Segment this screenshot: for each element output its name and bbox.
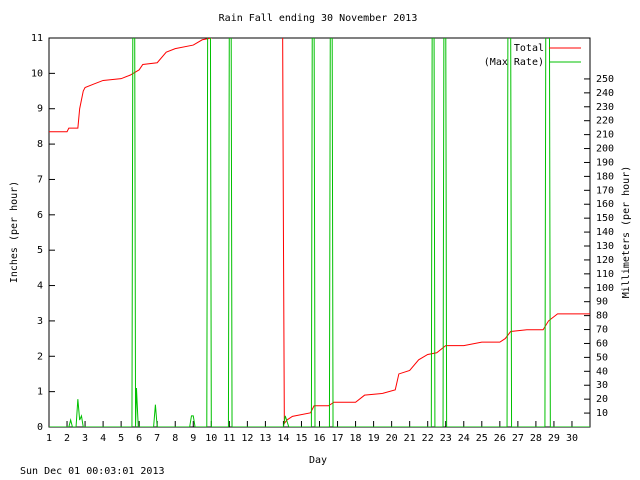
y-tick-label: 7 bbox=[37, 174, 43, 185]
y-tick-label: 9 bbox=[37, 104, 43, 115]
series-line bbox=[49, 38, 590, 427]
y-axis-label: Inches (per hour) bbox=[9, 181, 20, 283]
y2-tick-label: 70 bbox=[596, 325, 608, 336]
y-tick-label: 2 bbox=[37, 351, 43, 362]
x-tick-label: 22 bbox=[422, 433, 434, 444]
y2-tick-label: 210 bbox=[596, 130, 614, 141]
y-tick-label: 0 bbox=[37, 422, 43, 433]
footer: Sun Dec 01 00:03:01 2013 bbox=[20, 466, 165, 477]
x-tick-label: 9 bbox=[190, 433, 196, 444]
x-tick-label: 14 bbox=[277, 433, 289, 444]
y2-tick-label: 140 bbox=[596, 227, 614, 238]
y2-tick-label: 120 bbox=[596, 255, 614, 266]
x-tick-label: 8 bbox=[172, 433, 178, 444]
x-tick-label: 10 bbox=[205, 433, 217, 444]
legend-label: (Max Rate) bbox=[484, 57, 544, 68]
y2-tick-label: 160 bbox=[596, 199, 614, 210]
y-tick-label: 10 bbox=[31, 68, 43, 79]
y2-tick-label: 20 bbox=[596, 394, 608, 405]
x-tick-label: 30 bbox=[566, 433, 578, 444]
y2-tick-label: 40 bbox=[596, 366, 608, 377]
x-tick-label: 12 bbox=[241, 433, 253, 444]
y2-tick-label: 50 bbox=[596, 352, 608, 363]
x-tick-label: 7 bbox=[154, 433, 160, 444]
x-tick-label: 3 bbox=[82, 433, 88, 444]
y2-tick-label: 170 bbox=[596, 185, 614, 196]
x-tick-label: 24 bbox=[458, 433, 470, 444]
y2-tick-label: 220 bbox=[596, 116, 614, 127]
x-tick-label: 25 bbox=[476, 433, 488, 444]
y-tick-label: 3 bbox=[37, 316, 43, 327]
y-tick-label: 4 bbox=[37, 281, 43, 292]
y2-tick-label: 200 bbox=[596, 144, 614, 155]
x-tick-label: 2 bbox=[64, 433, 70, 444]
x-tick-label: 26 bbox=[494, 433, 506, 444]
y2-tick-label: 180 bbox=[596, 171, 614, 182]
y2-tick-label: 240 bbox=[596, 88, 614, 99]
y-tick-label: 1 bbox=[37, 387, 43, 398]
series-line bbox=[49, 38, 590, 425]
y2-tick-label: 150 bbox=[596, 213, 614, 224]
x-axis-label: Day bbox=[309, 455, 327, 466]
x-tick-label: 5 bbox=[118, 433, 124, 444]
y2-tick-label: 110 bbox=[596, 269, 614, 280]
x-tick-label: 23 bbox=[440, 433, 452, 444]
y2-tick-label: 190 bbox=[596, 157, 614, 168]
y2-tick-label: 230 bbox=[596, 102, 614, 113]
x-tick-label: 21 bbox=[404, 433, 416, 444]
y2-tick-label: 100 bbox=[596, 283, 614, 294]
x-tick-label: 6 bbox=[136, 433, 142, 444]
y2-tick-label: 90 bbox=[596, 297, 608, 308]
y2-tick-label: 80 bbox=[596, 311, 608, 322]
x-tick-label: 29 bbox=[548, 433, 560, 444]
y-tick-label: 8 bbox=[37, 139, 43, 150]
y2-tick-label: 10 bbox=[596, 408, 608, 419]
x-tick-label: 19 bbox=[368, 433, 380, 444]
legend-label: Total bbox=[514, 43, 544, 54]
x-tick-label: 11 bbox=[223, 433, 235, 444]
chart-title: Rain Fall ending 30 November 2013 bbox=[219, 13, 418, 24]
y2-tick-label: 250 bbox=[596, 74, 614, 85]
x-tick-label: 13 bbox=[259, 433, 271, 444]
x-tick-label: 20 bbox=[386, 433, 398, 444]
y-tick-label: 5 bbox=[37, 245, 43, 256]
x-tick-label: 16 bbox=[313, 433, 325, 444]
x-tick-label: 4 bbox=[100, 433, 106, 444]
y2-tick-label: 60 bbox=[596, 338, 608, 349]
y2-tick-label: 130 bbox=[596, 241, 614, 252]
y2-axis-label: Millimeters (per hour) bbox=[621, 166, 632, 298]
y-tick-label: 11 bbox=[31, 33, 43, 44]
x-tick-label: 28 bbox=[530, 433, 542, 444]
y2-tick-label: 30 bbox=[596, 380, 608, 391]
y-tick-label: 6 bbox=[37, 210, 43, 221]
x-tick-label: 17 bbox=[332, 433, 344, 444]
x-tick-label: 27 bbox=[512, 433, 524, 444]
plot-lines bbox=[49, 38, 590, 427]
x-tick-label: 18 bbox=[350, 433, 362, 444]
x-tick-label: 1 bbox=[46, 433, 52, 444]
x-tick-label: 15 bbox=[295, 433, 307, 444]
